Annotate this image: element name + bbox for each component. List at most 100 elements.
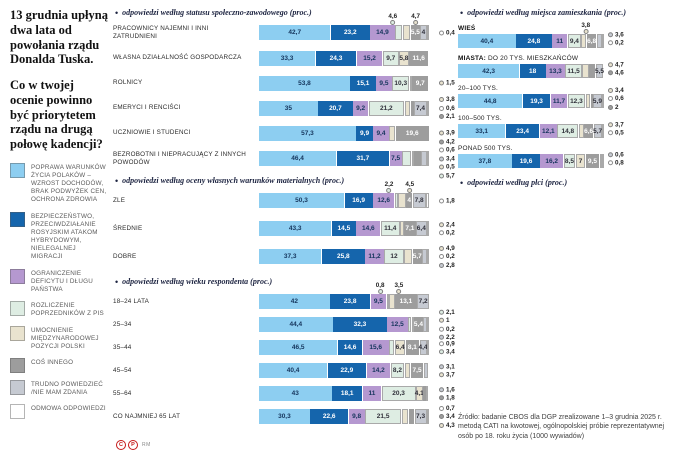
bar-segment: 5,5 (595, 64, 604, 78)
legend-swatch (10, 268, 25, 284)
callout-dot (608, 70, 613, 76)
bar-segment: 9,5 (370, 294, 387, 310)
segment-value: 7 (578, 157, 583, 165)
row-label: WŁASNA DZIAŁALNOŚĆ GOSPODARCZA (113, 54, 242, 62)
segment-value: 43 (291, 390, 299, 398)
chart-row: EMERYCI I RENCIŚCI 35 20,7 9,2 21,2 7,4 3,8 0,6… (113, 96, 460, 120)
stacked-bar: 43 18,1 11 20,3 4,1 (259, 386, 429, 402)
bar-segment: 4 (406, 193, 413, 209)
bar-segment (410, 100, 414, 116)
callout-dot (439, 173, 444, 179)
bar-segment: 6,4 (416, 221, 427, 237)
callout-dot (608, 122, 613, 128)
stacked-bar: 33,1 23,4 12,1 14,8 6,6 5,7 (458, 124, 604, 138)
segment-value: 42,3 (482, 67, 495, 75)
chart-age: • odpowiedzi według wieku respondenta (pr… (113, 277, 460, 429)
callout: 0,2 (439, 230, 455, 237)
segment-value: 21,2 (380, 104, 393, 112)
stacked-bar: 50,3 16,9 12,6 4 7,8 2,2 4,5 (259, 181, 429, 209)
segment-value: 11,4 (384, 225, 397, 233)
stacked-bar: 35 20,7 9,2 21,2 7,4 (259, 100, 429, 116)
callout-value: 4,7 (615, 61, 624, 69)
callout-dot (439, 139, 444, 145)
bar-segment: 9,5 (585, 154, 599, 168)
segment-value: 7,3 (416, 413, 426, 421)
legend-swatch (10, 325, 25, 341)
row-label: 20–100 TYS. (458, 85, 499, 92)
row-label: BEZROBOTNI I NIEPRACUJĄCY Z INNYCH POWOD… (113, 150, 246, 166)
legend-label: COŚ INNEGO (31, 359, 74, 367)
bar-segment (427, 409, 429, 425)
callout-dot (439, 130, 444, 136)
callout-value: 1,6 (446, 386, 455, 394)
chart-row: 35–44 46,5 14,6 15,6 6,4 8,1 4,4 0,9 3,4 (113, 340, 460, 356)
bar-segment (409, 75, 412, 91)
callout-value: 0,5 (446, 163, 455, 171)
segment-value: 9,7 (386, 54, 396, 62)
row-label: 45–54 (113, 367, 132, 374)
segment-value: 11,5 (567, 67, 580, 75)
callout-value: 0,7 (446, 404, 455, 412)
callout-column: 3,6 0,2 (608, 31, 624, 47)
bar-segment: 5,5 (411, 25, 420, 41)
bar-segment (427, 100, 429, 116)
callout-dot (439, 254, 444, 260)
legend-swatch (10, 211, 25, 227)
callout-value: 3,6 (615, 31, 624, 39)
bar-segment (599, 154, 602, 168)
segment-value: 43,3 (288, 225, 302, 233)
gender-pictograms (458, 195, 680, 407)
callout-dot (413, 20, 419, 26)
callout: 0,8 (608, 160, 624, 167)
segment-value: 10,3 (394, 79, 408, 87)
bar-segment: 8,2 (390, 363, 405, 379)
bar-segment: 7,1 (404, 221, 416, 237)
callout-value: 3,5 (394, 281, 404, 289)
callout-dot (439, 245, 444, 251)
callout: 3,4 (439, 155, 455, 162)
callout-value: 2 (615, 103, 619, 111)
chart-row: ŚREDNIE 43,3 14,5 14,6 11,4 7,1 6,4 2,4 0,2 (113, 221, 460, 237)
callout-value: 4,6 (615, 69, 624, 77)
callout-dot (439, 147, 444, 153)
callout-value: 4,3 (446, 421, 455, 429)
segment-value: 7,5 (412, 367, 422, 375)
legend-item: UMOCNIENIE MIĘDZYNARODOWEJ POZYCJI POLSK… (10, 325, 108, 352)
callout: 5,7 (439, 172, 455, 179)
bar-segment: 11,6 (409, 50, 429, 66)
bar-segment (423, 317, 427, 333)
callout-column: 3,4 0,6 2 (608, 87, 624, 111)
bar-segment: 15,1 (350, 75, 376, 91)
callout: 2,1 (439, 309, 455, 316)
row-label: 18–24 LATA (113, 298, 150, 305)
bar-segment (401, 409, 409, 425)
row-label: ROLNICY (113, 79, 143, 87)
legend-item: BEZPIECZEŃSTWO, PRZECIWDZIAŁANIE ROSYJSK… (10, 211, 108, 262)
callout-above: 4,7 (411, 13, 420, 26)
bar-segment: 4 (420, 25, 427, 41)
callout-dot (386, 188, 392, 194)
callout-value: 0,2 (615, 39, 624, 47)
callout-column: 3,7 0,5 (608, 121, 624, 137)
legend-label: ODMOWA ODPOWIEDZI (31, 405, 106, 413)
chart-row: WŁASNA DZIAŁALNOŚĆ GOSPODARCZA 33,3 24,3 15… (113, 50, 460, 66)
bar-segment: 4,4 (419, 340, 428, 356)
bar-segment: 9,4 (373, 125, 389, 141)
legend-label: BEZPIECZEŃSTWO, PRZECIWDZIAŁANIE ROSYJSK… (31, 212, 98, 261)
stacked-bar: 40,4 22,9 14,2 8,2 7,5 (259, 363, 429, 379)
callout: 0,5 (439, 164, 455, 171)
callout-dot (439, 30, 444, 36)
callout: 2,8 (439, 262, 455, 269)
segment-value: 6,4 (416, 225, 426, 233)
bar-segment (427, 317, 429, 333)
callout-value: 3,4 (446, 155, 455, 163)
callout-dot (439, 422, 444, 428)
callout-dot (439, 230, 444, 236)
callout-column: 3,8 0,6 2,1 (439, 96, 455, 120)
callout-value: 0,2 (446, 253, 455, 261)
row-label: ZLE (113, 197, 126, 204)
chart-material: • odpowiedzi według oceny własnych warunk… (113, 176, 460, 269)
segment-value: 31,7 (356, 155, 370, 163)
segment-value: 13,3 (549, 67, 562, 75)
callout-value: 3,8 (581, 21, 591, 29)
